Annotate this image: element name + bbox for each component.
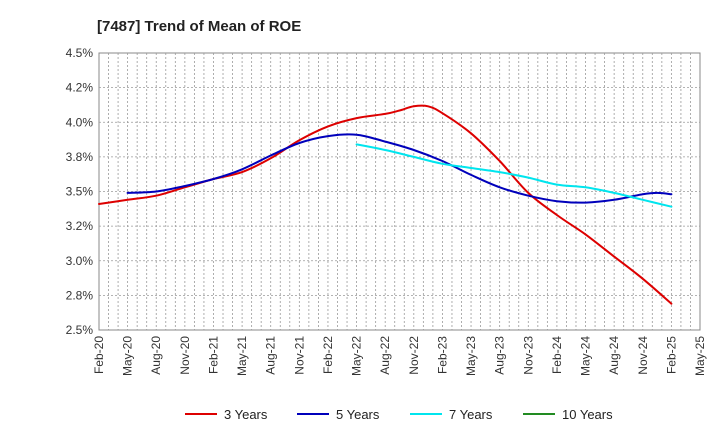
legend-label-3-years: 3 Years: [224, 407, 268, 422]
series-line-7-years: [355, 143, 673, 208]
x-tick-label: Feb-21: [206, 336, 220, 374]
x-tick-label: Aug-24: [607, 336, 621, 375]
x-tick-label: May-22: [350, 336, 364, 376]
x-tick-label: Aug-23: [493, 336, 507, 375]
y-tick-label: 2.8%: [66, 288, 94, 302]
x-tick-label: Feb-23: [435, 336, 449, 374]
chart-title: [7487] Trend of Mean of ROE: [97, 18, 301, 35]
x-tick-label: Nov-20: [178, 336, 192, 375]
x-tick-label: May-21: [235, 336, 249, 376]
x-tick-label: Nov-23: [521, 336, 535, 375]
y-tick-label: 4.0%: [66, 115, 94, 129]
y-tick-label: 4.2%: [66, 81, 94, 95]
legend-label-5-years: 5 Years: [336, 407, 380, 422]
y-tick-label: 2.5%: [66, 323, 94, 337]
x-tick-label: Aug-22: [378, 336, 392, 375]
x-tick-label: Nov-21: [292, 336, 306, 375]
legend: 3 Years 5 Years 7 Years 10 Years: [185, 407, 613, 422]
x-tick-label: Feb-25: [664, 336, 678, 374]
x-tick-label: Nov-22: [407, 336, 421, 375]
y-tick-label: 3.8%: [66, 150, 94, 164]
y-tick-label: 3.5%: [66, 185, 94, 199]
x-tick-label: Feb-24: [550, 336, 564, 374]
series-line-5-years: [126, 133, 673, 204]
y-tick-label: 3.0%: [66, 254, 94, 268]
legend-label-10-years: 10 Years: [562, 407, 613, 422]
y-tick-label: 3.2%: [66, 219, 94, 233]
x-tick-label: May-23: [464, 336, 478, 376]
x-tick-label: Aug-20: [149, 336, 163, 375]
x-tick-label: Aug-21: [264, 336, 278, 375]
x-tick-label: May-24: [579, 336, 593, 376]
y-tick-label: 4.5%: [66, 46, 94, 60]
x-tick-label: Nov-24: [636, 336, 650, 375]
x-tick-label: May-20: [121, 336, 135, 376]
x-tick-label: May-25: [693, 336, 707, 376]
x-tick-label: Feb-20: [92, 336, 106, 374]
legend-label-7-years: 7 Years: [449, 407, 493, 422]
x-tick-label: Feb-22: [321, 336, 335, 374]
